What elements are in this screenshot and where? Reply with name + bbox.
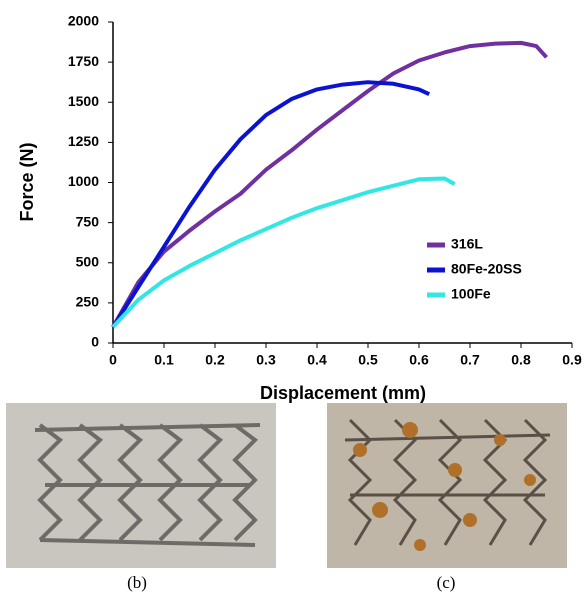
x-tick-label: 0.7 (460, 352, 480, 368)
y-axis-label: Force (N) (17, 142, 37, 221)
x-tick-label: 0.5 (358, 352, 378, 368)
y-tick-label: 1250 (68, 133, 99, 149)
y-tick-label: 1500 (68, 93, 99, 109)
x-axis-label: Displacement (mm) (260, 383, 426, 403)
x-tick-label: 0.3 (256, 352, 276, 368)
figure: Displacement (mm) Force (N) (0, 0, 585, 598)
y-tick-label: 1000 (68, 173, 99, 189)
caption: (c) (437, 573, 456, 592)
y-tick-label: 750 (76, 213, 100, 229)
x-tick-label: 0.6 (409, 352, 429, 368)
legend-label: 316L (451, 236, 483, 252)
x-tick-label: 0.9 (562, 352, 582, 368)
legend-label: 100Fe (451, 286, 491, 302)
y-tick-label: 0 (91, 334, 99, 350)
photo-c (327, 403, 567, 568)
photo-b (6, 403, 276, 568)
y-tick-label: 250 (76, 294, 100, 310)
x-tick-label: 0.1 (154, 352, 174, 368)
y-tick-label: 1750 (68, 53, 99, 69)
legend-label: 80Fe-20SS (451, 261, 522, 277)
x-tick-label: 0.2 (205, 352, 225, 368)
y-tick-label: 500 (76, 253, 100, 269)
x-tick-label: 0 (109, 352, 117, 368)
data-line (113, 82, 429, 327)
caption: (b) (127, 573, 147, 592)
x-tick-label: 0.4 (307, 352, 327, 368)
x-tick-label: 0.8 (511, 352, 531, 368)
y-tick-label: 2000 (68, 13, 99, 29)
